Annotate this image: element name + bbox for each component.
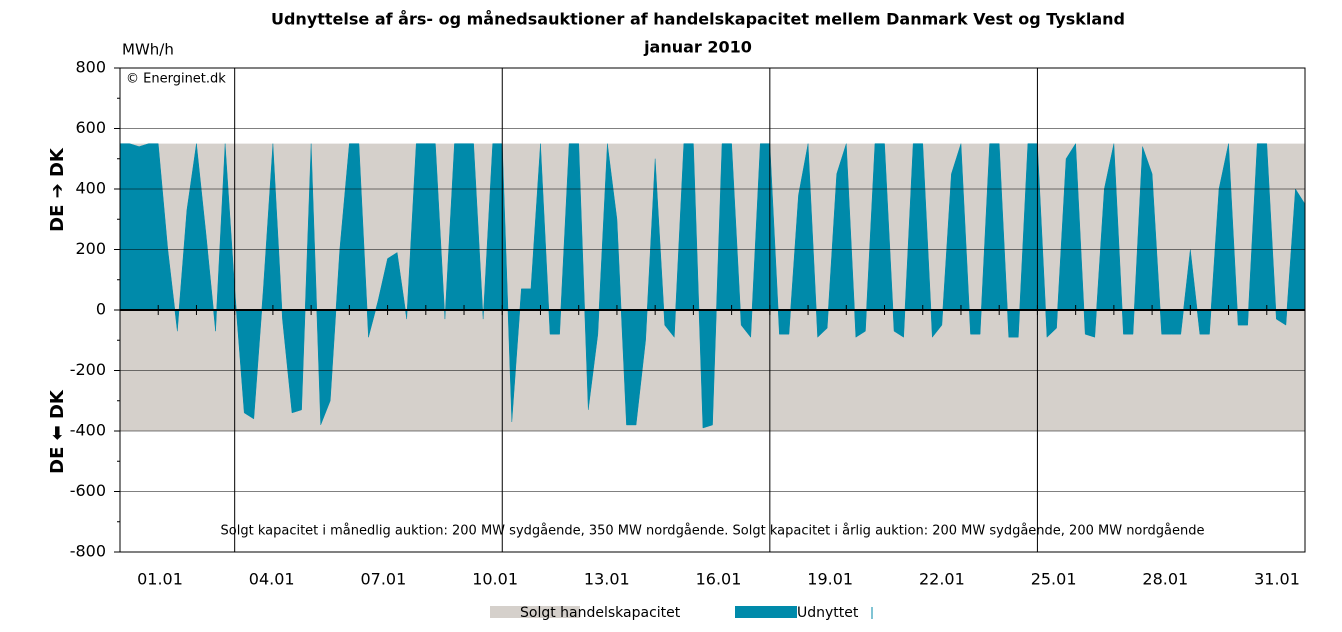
y-unit: MWh/h xyxy=(122,41,174,59)
chart-title: Udnyttelse af års- og månedsauktioner af… xyxy=(271,10,1125,29)
area xyxy=(119,142,1306,429)
y-tick-label: 800 xyxy=(75,58,106,77)
x-tick-label: 22.01 xyxy=(919,570,965,589)
legend-swatch xyxy=(735,606,797,618)
y-tick-label: -800 xyxy=(70,542,106,561)
legend-label: Udnyttet xyxy=(797,605,859,621)
y-tick-label: -200 xyxy=(70,360,106,379)
x-tick-label: 25.01 xyxy=(1031,570,1077,589)
x-tick-label: 07.01 xyxy=(360,570,406,589)
x-tick-label: 04.01 xyxy=(249,570,295,589)
y-tick-label: 600 xyxy=(75,118,106,137)
y-tick-label: -600 xyxy=(70,481,106,500)
plot-frame xyxy=(119,67,1306,553)
copyright: © Energinet.dk xyxy=(126,72,226,87)
legend-label: Solgt handelskapacitet xyxy=(520,605,681,621)
x-tick-label: 28.01 xyxy=(1142,570,1188,589)
x-tick-label: 16.01 xyxy=(696,570,742,589)
chart-subtitle: januar 2010 xyxy=(643,38,752,57)
y-label-bottom: DE ⬅ DK xyxy=(47,389,68,474)
x-tick-label: 13.01 xyxy=(584,570,630,589)
y-tick-label: -400 xyxy=(70,421,106,440)
x-tick-label: 31.01 xyxy=(1254,570,1300,589)
x-tick-label: 01.01 xyxy=(137,570,183,589)
y-tick-label: 200 xyxy=(75,239,106,258)
y-label-top: DE ➔ DK xyxy=(47,147,68,232)
x-tick-label: 19.01 xyxy=(807,570,853,589)
y-tick-label: 0 xyxy=(96,300,106,319)
y-tick-label: 400 xyxy=(75,179,106,198)
x-tick-label: 10.01 xyxy=(472,570,518,589)
annotation: Solgt kapacitet i månedlig auktion: 200 … xyxy=(221,524,1205,539)
legend-swatch xyxy=(490,606,580,618)
